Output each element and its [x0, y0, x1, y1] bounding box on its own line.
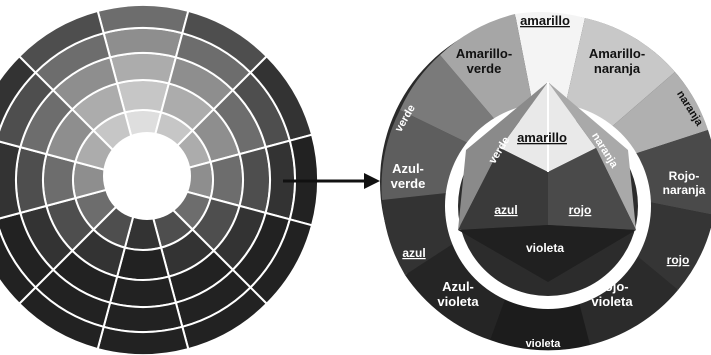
inner-label-azul: azul [494, 203, 517, 217]
left-wheel-cell [15, 145, 48, 215]
outer-label-line: Amarillo- [589, 46, 645, 61]
inner-naranja [548, 82, 636, 230]
outer-label-line: verde [467, 61, 502, 76]
outer-label-line: Azul- [392, 161, 424, 176]
outer-label-line: Rojo- [595, 279, 628, 294]
left-wheel-center [103, 132, 191, 220]
inner-azul [458, 148, 548, 230]
left-wheel-cell [115, 246, 171, 281]
inner-verde [458, 82, 548, 230]
outer-label-amarillo: amarillo [520, 13, 570, 28]
grayscale-color-wheel [0, 4, 319, 355]
outer-label-line: Rojo- [669, 169, 700, 183]
left-wheel-cell [42, 152, 77, 208]
outer-label-rojo-naranja: Rojo-naranja [663, 169, 706, 197]
left-wheel-cell [238, 145, 271, 215]
outer-label-line: azul [402, 246, 425, 260]
left-wheel-cell [102, 27, 184, 59]
outer-label-amarillo-naranja: Amarillo-naranja [589, 46, 645, 76]
outer-label-rojo-violeta: Rojo-violeta [591, 279, 633, 309]
outer-label-azul-verde: Azul-verde [391, 161, 426, 191]
outer-label-violeta: violeta [526, 338, 562, 350]
inner-label-violeta: violeta [526, 241, 564, 255]
outer-label-line: Amarillo- [456, 46, 512, 61]
inner-violeta [458, 225, 636, 282]
labeled-color-wheel [380, 12, 711, 351]
left-wheel-cell [108, 275, 178, 308]
inner-label-amarillo: amarillo [517, 130, 567, 145]
left-wheel-cell [0, 228, 37, 306]
left-wheel-cell [17, 9, 105, 74]
outer-label-amarillo-verde: Amarillo-verde [456, 46, 512, 76]
outer-label-rojo: rojo [667, 253, 690, 267]
outer-label-azul-violeta: Azul-violeta [437, 279, 479, 309]
outer-label-line: verde [391, 176, 426, 191]
arrow-right-icon [283, 173, 380, 189]
left-wheel-cell [108, 52, 178, 85]
outer-label-line: naranja [594, 61, 641, 76]
outer-label-line: amarillo [520, 13, 570, 28]
left-wheel-cell [209, 152, 244, 208]
outer-label-line: naranja [663, 183, 706, 197]
inner-label-rojo: rojo [569, 203, 592, 217]
outer-label-azul: azul [402, 246, 425, 260]
left-wheel-cell [115, 79, 171, 114]
inner-rojo [548, 148, 636, 230]
outer-label-line: violeta [526, 338, 562, 350]
outer-label-line: Azul- [442, 279, 474, 294]
outer-labels: amarilloAmarillo-naranjaRojo-naranjarojo… [391, 13, 706, 350]
left-wheel-cell [102, 301, 184, 333]
outer-label-line: violeta [591, 294, 633, 309]
outer-label-line: rojo [667, 253, 690, 267]
outer-label-line: violeta [437, 294, 479, 309]
